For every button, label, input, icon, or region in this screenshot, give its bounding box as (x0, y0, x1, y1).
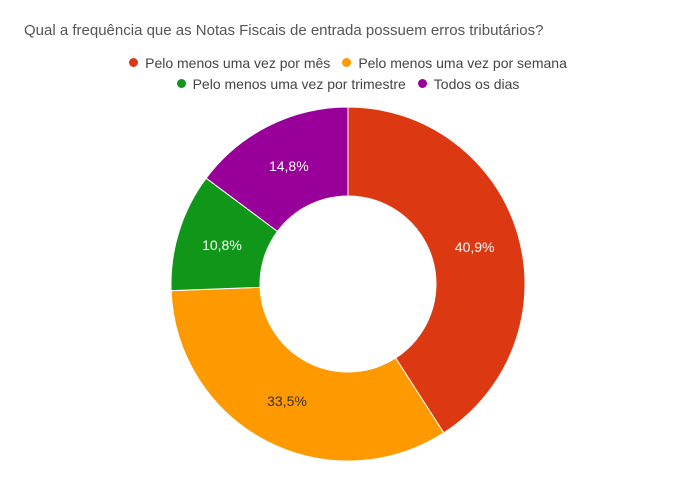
legend-dot-monthly (129, 58, 139, 67)
legend-item-daily[interactable]: Todos os dias (417, 75, 520, 92)
chart-title: Qual a frequência que as Notas Fiscais d… (24, 22, 544, 39)
legend-label-daily: Todos os dias (433, 75, 520, 92)
legend-row-2: Pelo menos uma vez por trimestre Todos o… (0, 73, 696, 94)
donut-slice-label-3: 14,8% (269, 158, 309, 174)
chart-legend: Pelo menos uma vez por mês Pelo menos um… (0, 52, 696, 94)
donut-slice-3[interactable] (205, 106, 349, 233)
legend-label-quarterly: Pelo menos uma vez por trimestre (192, 75, 406, 92)
legend-row-1: Pelo menos uma vez por mês Pelo menos um… (0, 52, 696, 73)
donut-slice-label-2: 10,8% (202, 237, 242, 253)
donut-slice-0[interactable] (347, 106, 526, 434)
donut-slice-label-0: 40,9% (455, 239, 495, 255)
legend-item-quarterly[interactable]: Pelo menos uma vez por trimestre (176, 75, 406, 92)
legend-dot-weekly (342, 58, 352, 67)
legend-item-monthly[interactable]: Pelo menos uma vez por mês (129, 55, 330, 71)
donut-slice-1[interactable] (170, 286, 445, 462)
donut-slice-label-1: 33,5% (267, 393, 307, 409)
legend-dot-quarterly (176, 79, 186, 88)
legend-dot-daily (417, 79, 427, 88)
legend-label-weekly: Pelo menos uma vez por semana (358, 54, 567, 71)
legend-label-monthly: Pelo menos uma vez por mês (145, 54, 331, 71)
legend-item-weekly[interactable]: Pelo menos uma vez por semana (342, 55, 567, 71)
